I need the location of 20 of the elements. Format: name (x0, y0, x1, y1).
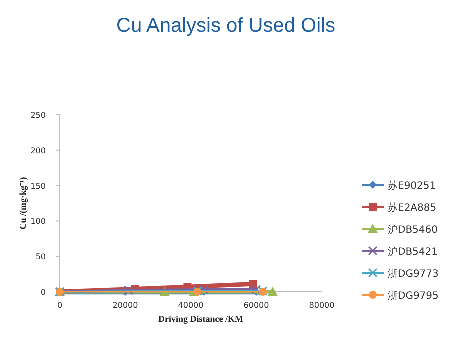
legend-label: 沪DB5421 (388, 246, 438, 258)
legend-label: 浙DG9795 (388, 290, 439, 302)
x-tick-label: 60000 (244, 301, 270, 310)
y-tick-label: 250 (30, 111, 46, 120)
y-tick-label: 150 (30, 182, 46, 191)
y-tick-label: 200 (30, 146, 46, 156)
legend-label: 苏E2A885 (388, 202, 437, 214)
chart-title: Cu Analysis of Used Oils (116, 15, 336, 37)
x-tick-label: 20000 (112, 301, 138, 310)
legend-label: 苏E90251 (388, 180, 436, 192)
y-tick-label: 50 (36, 252, 46, 262)
x-tick-label: 0 (57, 301, 63, 310)
y-axis-title: Cu /(mg·kg⁻¹) (18, 177, 28, 230)
y-tick-label: 100 (30, 217, 46, 226)
y-tick-label: 0 (40, 288, 46, 297)
x-axis-title: Driving Distance /KM (158, 314, 244, 324)
x-tick-label: 80000 (309, 301, 335, 310)
legend-label: 沪DB5460 (388, 224, 438, 236)
x-tick-label: 40000 (178, 301, 204, 310)
legend-label: 浙DG9773 (388, 268, 439, 280)
